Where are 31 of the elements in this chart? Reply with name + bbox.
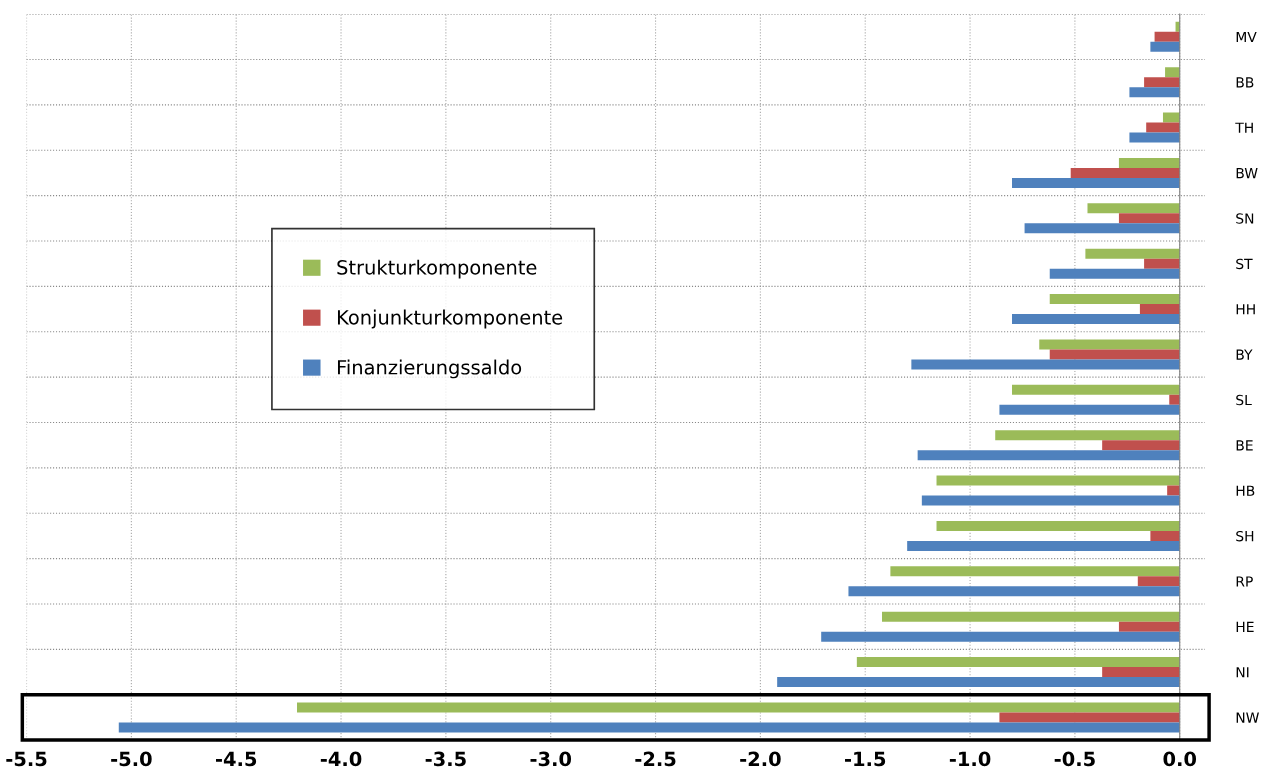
y-tick-label: NI [1236,667,1249,678]
y-tick-label: BE [1236,440,1253,451]
y-tick-label: MV [1236,31,1257,43]
y-tick-label: HE [1236,621,1254,632]
y-tick-label: ST [1236,258,1253,270]
y-tick-label: SL [1236,394,1252,406]
y-tick-label: RP [1236,576,1253,587]
y-tick-label: HH [1236,304,1255,315]
y-tick-label: SH [1236,530,1254,542]
legend-label: Finanzierungssaldo [338,359,522,379]
x-tick-label: -5.5 [6,751,47,767]
y-tick-label: TH [1235,122,1253,133]
y-tick-label: BW [1236,168,1258,179]
legend-label: Konjunkturkomponente [338,309,563,329]
x-tick-label: -5.0 [111,751,152,767]
x-tick-label: 0.0 [1163,751,1197,767]
x-tick-label: -0.5 [1054,751,1095,767]
x-tick-label: -2.0 [740,751,781,767]
y-tick-label: NW [1236,712,1259,723]
x-tick-label: -3.0 [530,751,572,767]
legend-label: Strukturkomponente [337,259,537,279]
x-tick-label: -1.5 [845,751,886,767]
y-tick-label: HB [1236,485,1255,496]
x-tick-label: -4.0 [320,751,362,767]
x-tick-label: -3.5 [425,751,466,767]
y-tick-label: BB [1236,77,1254,88]
y-tick-label: BY [1236,349,1253,360]
x-tick-label: -2.5 [635,751,676,767]
y-tick-label: SN [1236,213,1254,224]
x-tick-label: -1.0 [949,751,991,767]
x-tick-label: -4.5 [216,751,257,767]
